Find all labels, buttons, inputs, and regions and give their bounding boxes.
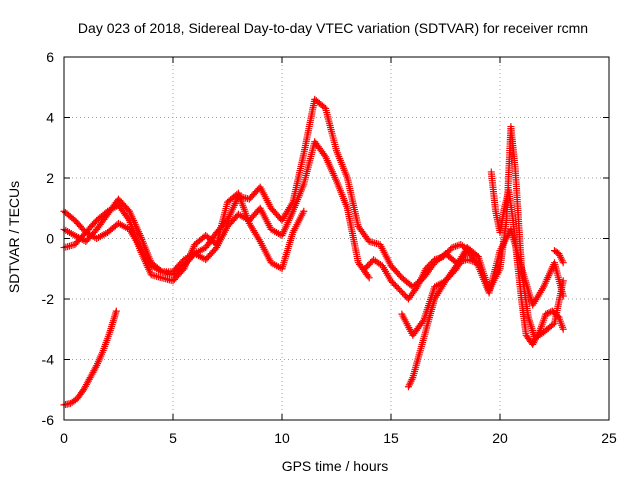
x-tick-label: 10: [274, 430, 290, 446]
series-s2: [60, 138, 373, 282]
axis-ticks: 0 5 10 15 20 25 -6 -4 -2 0 2 4 6: [42, 49, 617, 446]
data-point: [543, 309, 551, 317]
x-axis-label: GPS time / hours: [282, 458, 389, 474]
data-point: [364, 272, 372, 280]
data-point: [300, 207, 308, 215]
data-point: [365, 274, 373, 282]
chart-title: Day 023 of 2018, Sidereal Day-to-day VTE…: [78, 20, 588, 36]
data-point: [474, 253, 482, 261]
series-s8: [361, 241, 482, 303]
series-s9: [551, 247, 567, 267]
y-tick-label: -4: [42, 352, 55, 368]
series-s7: [398, 225, 567, 339]
data-point: [412, 285, 420, 293]
y-tick-label: -6: [42, 412, 55, 428]
y-tick-label: 4: [46, 110, 54, 126]
x-tick-label: 25: [601, 430, 617, 446]
data-point: [559, 292, 567, 300]
y-tick-label: 2: [46, 170, 54, 186]
y-tick-label: 6: [46, 49, 54, 65]
series-s3: [60, 189, 308, 285]
y-tick-label: 0: [46, 231, 54, 247]
data-point: [534, 330, 542, 338]
x-tick-label: 5: [169, 430, 177, 446]
data-point: [473, 260, 481, 268]
y-axis-label: SDTVAR / TECUs: [6, 181, 22, 293]
data-point: [542, 310, 550, 318]
data-point: [559, 259, 567, 267]
data-point: [320, 151, 328, 159]
data-markers: [60, 95, 567, 409]
data-point: [112, 307, 120, 315]
data-point: [559, 325, 567, 333]
y-tick-label: -2: [42, 291, 55, 307]
data-point: [418, 318, 426, 326]
x-tick-label: 0: [60, 430, 68, 446]
data-point: [92, 363, 100, 371]
series-s4: [60, 307, 120, 409]
x-tick-label: 20: [492, 430, 508, 446]
data-point: [124, 215, 132, 223]
x-tick-label: 15: [383, 430, 399, 446]
